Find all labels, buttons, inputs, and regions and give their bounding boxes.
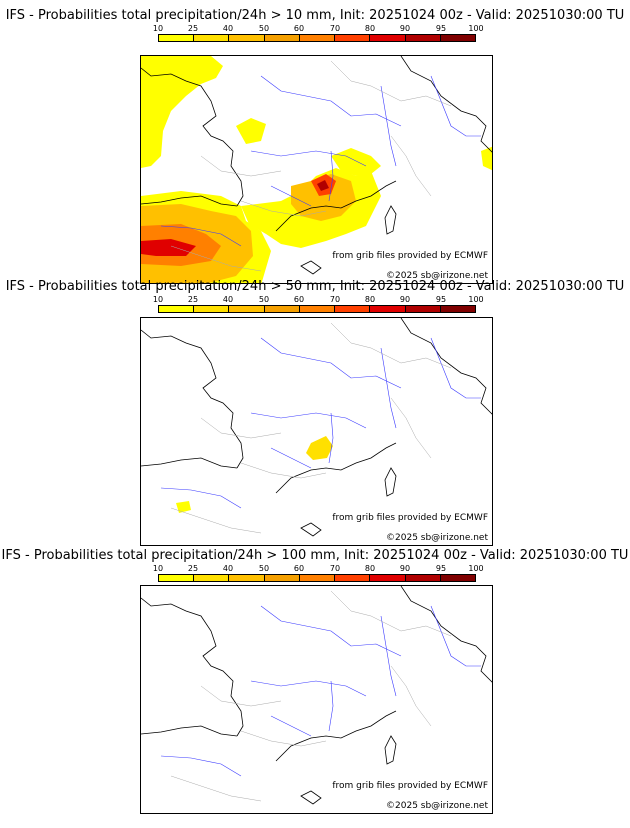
rivers (160, 75, 481, 247)
coastline (141, 318, 492, 537)
map-frame: from grib files provided by ECMWF ©2025 … (140, 317, 493, 546)
scale-tick: 70 (329, 564, 341, 573)
scale-tick: 25 (187, 24, 199, 33)
borders (170, 322, 452, 534)
map-panel-100mm: IFS - Probabilities total precipitation/… (0, 548, 630, 818)
coastline (141, 586, 492, 805)
borders (170, 590, 452, 802)
color-swatch (194, 35, 230, 41)
color-bar (158, 34, 476, 42)
scale-tick: 95 (435, 564, 447, 573)
scale-tick: 95 (435, 295, 447, 304)
scale-tick: 60 (293, 24, 305, 33)
map-panel-50mm: IFS - Probabilities total precipitation/… (0, 279, 630, 549)
color-swatch (405, 575, 441, 581)
coastline (141, 56, 492, 275)
copyright: ©2025 sb@irizone.net (386, 533, 488, 543)
scale-tick: 80 (364, 24, 376, 33)
scale-tick: 50 (258, 24, 270, 33)
color-swatch (299, 575, 336, 581)
scale-ticks: 10 25 40 50 60 70 80 90 95 100 (153, 295, 484, 304)
color-swatch (264, 35, 300, 41)
scale-ticks: 10 25 40 50 60 70 80 90 95 100 (153, 24, 484, 33)
scale-tick: 80 (364, 295, 376, 304)
color-swatch (299, 35, 336, 41)
map-graphic (141, 56, 492, 283)
color-swatch (299, 306, 336, 312)
scale-tick: 40 (222, 564, 234, 573)
scale-tick: 10 (152, 564, 164, 573)
scale-tick: 10 (152, 295, 164, 304)
data-credit: from grib files provided by ECMWF (332, 513, 488, 523)
color-bar (158, 574, 476, 582)
color-swatch (370, 575, 406, 581)
precip-field (141, 56, 492, 283)
probability-scale: 10 25 40 50 60 70 80 90 95 100 (153, 564, 484, 584)
rivers (160, 337, 481, 509)
color-swatch (405, 306, 441, 312)
scale-tick: 25 (187, 295, 199, 304)
color-swatch (159, 306, 195, 312)
scale-tick: 95 (435, 24, 447, 33)
scale-tick: 100 (468, 295, 484, 304)
scale-tick: 70 (329, 295, 341, 304)
color-swatch (159, 575, 195, 581)
scale-tick: 10 (152, 24, 164, 33)
rivers (160, 605, 481, 777)
color-swatch (264, 306, 300, 312)
map-frame: from grib files provided by ECMWF ©2025 … (140, 585, 493, 814)
color-swatch (370, 306, 406, 312)
panel-title: IFS - Probabilities total precipitation/… (5, 279, 625, 294)
color-swatch (440, 35, 475, 41)
color-swatch (264, 575, 300, 581)
data-credit: from grib files provided by ECMWF (332, 781, 488, 791)
copyright: ©2025 sb@irizone.net (386, 271, 488, 281)
color-swatch (159, 35, 195, 41)
map-panel-10mm: IFS - Probabilities total precipitation/… (0, 8, 630, 284)
scale-tick: 90 (399, 295, 411, 304)
precip-field (176, 436, 333, 513)
color-swatch (440, 306, 475, 312)
probability-scale: 10 25 40 50 60 70 80 90 95 100 (153, 24, 484, 44)
probability-scale: 10 25 40 50 60 70 80 90 95 100 (153, 295, 484, 315)
scale-tick: 80 (364, 564, 376, 573)
color-swatch (405, 35, 441, 41)
scale-tick: 70 (329, 24, 341, 33)
copyright: ©2025 sb@irizone.net (386, 801, 488, 811)
color-swatch (194, 575, 230, 581)
color-swatch (229, 306, 265, 312)
scale-tick: 40 (222, 295, 234, 304)
data-credit: from grib files provided by ECMWF (332, 251, 488, 261)
map-graphic (141, 586, 492, 805)
map-graphic (141, 318, 492, 537)
color-swatch (370, 35, 406, 41)
color-bar (158, 305, 476, 313)
borders (170, 60, 452, 272)
scale-tick: 60 (293, 295, 305, 304)
scale-tick: 100 (468, 564, 484, 573)
scale-tick: 90 (399, 24, 411, 33)
color-swatch (440, 575, 475, 581)
color-swatch (229, 575, 265, 581)
scale-tick: 50 (258, 564, 270, 573)
panel-title: IFS - Probabilities total precipitation/… (5, 8, 625, 23)
color-swatch (335, 35, 371, 41)
scale-tick: 60 (293, 564, 305, 573)
panel-title: IFS - Probabilities total precipitation/… (1, 548, 629, 563)
scale-tick: 25 (187, 564, 199, 573)
scale-ticks: 10 25 40 50 60 70 80 90 95 100 (153, 564, 484, 573)
scale-tick: 40 (222, 24, 234, 33)
scale-tick: 100 (468, 24, 484, 33)
map-frame: from grib files provided by ECMWF ©2025 … (140, 55, 493, 284)
color-swatch (335, 575, 371, 581)
color-swatch (335, 306, 371, 312)
color-swatch (229, 35, 265, 41)
color-swatch (194, 306, 230, 312)
scale-tick: 90 (399, 564, 411, 573)
scale-tick: 50 (258, 295, 270, 304)
